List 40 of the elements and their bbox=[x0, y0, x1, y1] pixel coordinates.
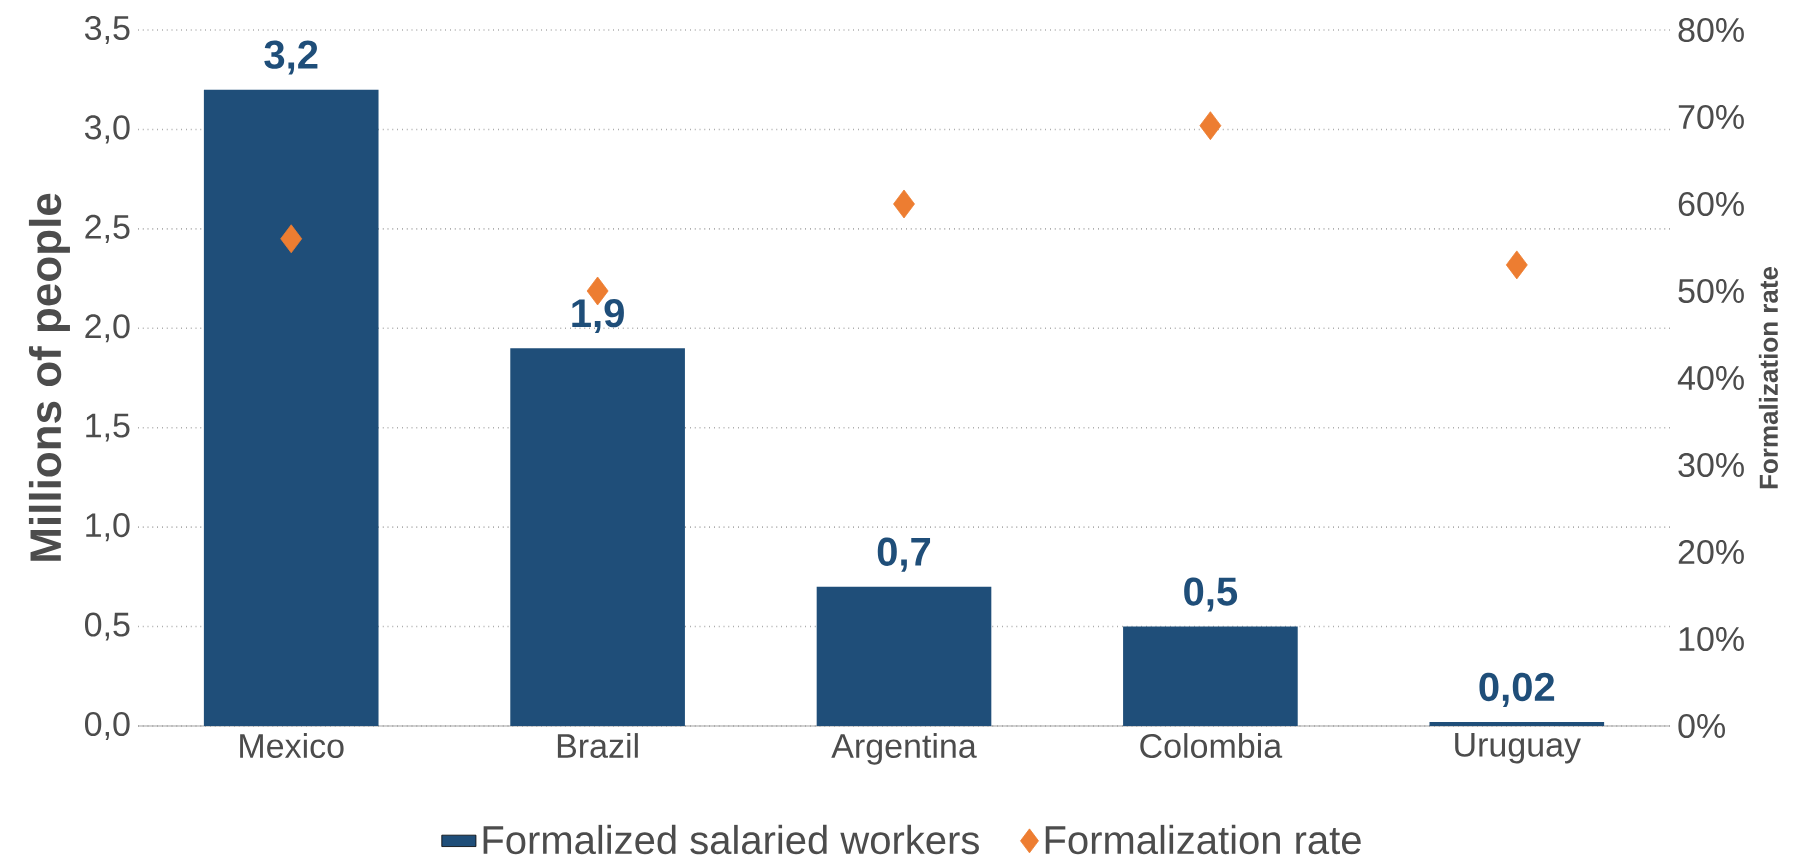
point bbox=[280, 224, 303, 254]
x-tick-label: Brazil bbox=[557, 733, 638, 759]
y2-tick-label: 50% bbox=[1678, 278, 1744, 304]
point bbox=[1505, 250, 1528, 280]
y-tick-label: 1,0 bbox=[86, 513, 130, 542]
data-label: 0,7 bbox=[877, 537, 931, 572]
y-tick-label: 0,0 bbox=[84, 711, 130, 741]
point bbox=[893, 189, 915, 219]
bar bbox=[816, 586, 992, 726]
y2-tick-label: 40% bbox=[1677, 365, 1744, 391]
x-tick-label: Argentina bbox=[831, 733, 977, 765]
y2-tick-label: 10% bbox=[1679, 626, 1744, 652]
y2-tick-label: 80% bbox=[1678, 17, 1744, 43]
y2-tick-label: 20% bbox=[1678, 539, 1744, 565]
point bbox=[1199, 111, 1222, 141]
bar bbox=[203, 89, 379, 726]
y2-axis-title: Formalization rate bbox=[1758, 266, 1778, 489]
y-tick-label: 2,5 bbox=[85, 214, 130, 243]
y-axis-title: Millions of people bbox=[28, 193, 70, 561]
y2-tick-label: 70% bbox=[1678, 104, 1744, 130]
bar bbox=[1123, 626, 1298, 726]
y-tick-label: 2,0 bbox=[85, 314, 130, 343]
y2-tick-label: 0% bbox=[1678, 713, 1725, 739]
bar bbox=[510, 348, 685, 726]
y-tick-label: 3,0 bbox=[84, 115, 130, 144]
legend-label: Formalized salaried workers bbox=[483, 824, 979, 855]
bar bbox=[1429, 722, 1605, 726]
y-tick-label: 1,5 bbox=[86, 413, 130, 442]
y-tick-label: 3,5 bbox=[84, 15, 130, 45]
data-label: 1,9 bbox=[572, 298, 624, 334]
data-label: 0,5 bbox=[1184, 577, 1238, 612]
y2-tick-label: 60% bbox=[1678, 191, 1744, 217]
x-tick-label: Mexico bbox=[240, 733, 344, 759]
x-tick-label: Colombia bbox=[1140, 733, 1283, 759]
y-tick-label: 0,5 bbox=[84, 612, 130, 641]
y2-tick-label: 30% bbox=[1678, 452, 1744, 478]
x-tick-label: Uruguay bbox=[1455, 733, 1581, 764]
data-label: 0,02 bbox=[1479, 672, 1555, 707]
legend-label: Formalization rate bbox=[1045, 824, 1361, 855]
data-label: 3,2 bbox=[264, 40, 318, 75]
